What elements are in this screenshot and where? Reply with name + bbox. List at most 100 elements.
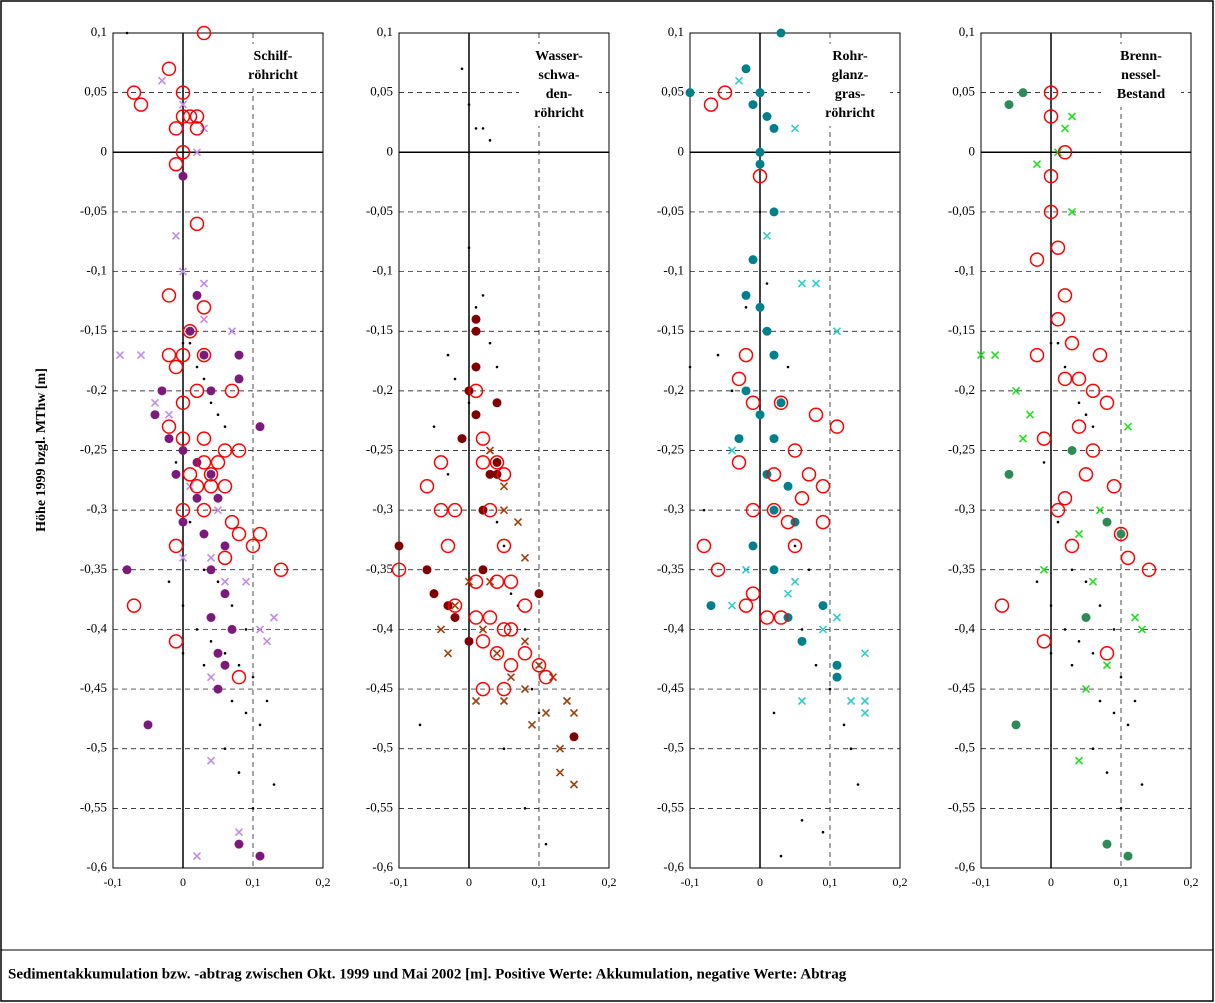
point (168, 121, 184, 136)
y-tick-label: 0 (101, 143, 108, 158)
point (702, 508, 706, 512)
point (265, 699, 269, 703)
x-tick-label: 0,1 (1114, 875, 1129, 889)
point (467, 401, 471, 405)
point (748, 255, 758, 265)
point (741, 565, 751, 574)
point (185, 326, 195, 336)
point (856, 783, 860, 786)
panel-label-bg (1101, 44, 1181, 107)
point (696, 538, 712, 554)
point (182, 323, 198, 339)
y-tick-label: -0,45 (657, 680, 684, 695)
x-tick-label: -0,1 (972, 875, 991, 889)
panel-label: nessel- (1121, 68, 1161, 83)
point (769, 434, 779, 444)
point (181, 651, 185, 655)
point (1064, 538, 1080, 554)
point (237, 771, 241, 774)
y-tick-label: -0,1 (663, 263, 684, 278)
point (468, 574, 484, 589)
point (244, 711, 248, 715)
point (220, 589, 230, 599)
point (1049, 604, 1053, 607)
y-axis-label: Höhe 1999 bzgl. MThw [m] (34, 368, 49, 532)
panel-label: glanz- (832, 68, 869, 83)
point (502, 747, 506, 751)
point (772, 711, 776, 715)
y-tick-label: -0,4 (954, 620, 975, 635)
point (446, 353, 450, 357)
y-tick-label: -0,45 (80, 680, 107, 695)
point (175, 347, 191, 363)
point (188, 341, 192, 345)
panel-label-bg (519, 44, 599, 126)
y-tick-label: 0,1 (91, 24, 107, 39)
point (227, 624, 237, 634)
point (1050, 240, 1066, 255)
point (419, 479, 435, 494)
point (216, 413, 220, 417)
point (569, 732, 579, 742)
point (765, 282, 769, 285)
point (178, 446, 188, 455)
point (464, 636, 474, 646)
point (1102, 661, 1112, 670)
point (168, 634, 184, 649)
point (446, 473, 450, 476)
y-tick-label: 0 (678, 143, 685, 158)
panel-label: Wasser- (535, 49, 583, 64)
point (520, 553, 530, 562)
y-tick-label: -0,45 (366, 680, 393, 695)
point (1081, 613, 1091, 622)
y-tick-label: -0,3 (663, 501, 684, 516)
y-tick-label: -0,4 (372, 620, 393, 635)
y-tick-label: -0,4 (663, 620, 684, 635)
point (745, 586, 761, 601)
x-tick-label: 0,1 (246, 875, 261, 889)
point (475, 431, 491, 446)
point (192, 148, 202, 157)
point (475, 455, 491, 470)
point (168, 359, 184, 375)
point (199, 279, 209, 288)
point (1123, 851, 1133, 861)
point (503, 622, 519, 637)
point (815, 514, 831, 530)
point (440, 538, 456, 554)
point (433, 455, 449, 470)
point (787, 538, 803, 554)
point (196, 502, 212, 518)
point (860, 649, 870, 658)
point (731, 371, 747, 387)
point (468, 383, 484, 399)
point (741, 386, 751, 396)
point (115, 351, 125, 360)
point (241, 577, 251, 586)
point (762, 112, 772, 121)
point (752, 168, 768, 184)
point (175, 85, 191, 100)
point (482, 610, 498, 625)
point (801, 467, 817, 482)
point (1050, 502, 1066, 518)
point (1105, 771, 1109, 774)
point (1011, 386, 1021, 395)
point (489, 646, 505, 661)
point (790, 577, 800, 586)
point (797, 696, 807, 706)
y-tick-label: -0,15 (657, 322, 684, 337)
y-tick-label: 0,05 (661, 84, 684, 99)
panel-label: Rohr- (832, 49, 868, 64)
point (1085, 443, 1101, 458)
point (818, 601, 828, 611)
point (171, 231, 181, 240)
point (216, 580, 220, 584)
point (209, 401, 213, 405)
point (258, 723, 262, 727)
point (1141, 562, 1157, 578)
y-tick-label: -0,2 (372, 382, 393, 397)
point (206, 469, 216, 479)
point (534, 589, 544, 599)
point (234, 839, 244, 849)
